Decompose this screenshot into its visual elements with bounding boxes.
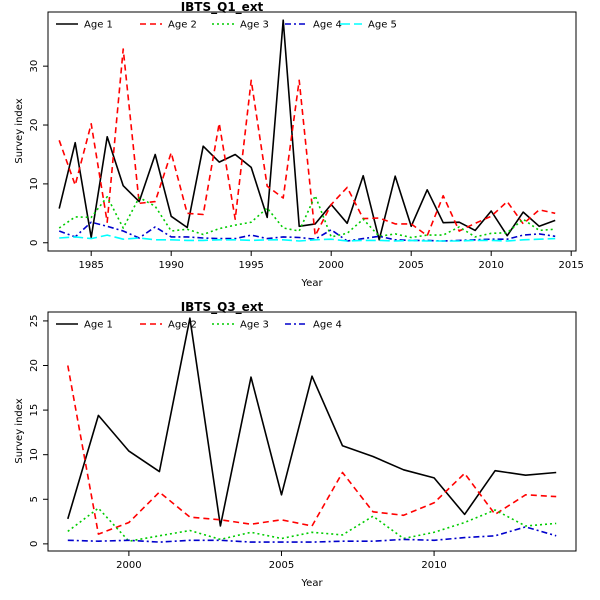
legend-label: Age 1: [84, 320, 113, 331]
y-tick-label: 10: [29, 178, 40, 191]
y-tick-label: 0: [29, 541, 40, 547]
chart-ibts-q1: IBTS_Q1_ext Year Survey index 1985 1990 19…: [14, 0, 584, 289]
series-line-age-3: [58, 194, 556, 239]
legend-label: Age 2: [168, 20, 197, 31]
series-line-age-4: [67, 526, 557, 543]
x-axis-label: Year: [300, 278, 323, 289]
legend-label: Age 1: [84, 20, 113, 31]
y-axis-label: Survey index: [14, 98, 25, 163]
legend-label: Age 3: [240, 320, 269, 331]
y-tick-label: 5: [29, 496, 40, 502]
x-axis-label: Year: [300, 578, 323, 589]
x-tick-label: 1995: [238, 260, 263, 271]
y-tick-label: 25: [29, 315, 40, 328]
legend-label: Age 3: [240, 20, 269, 31]
chart-title: IBTS_Q1_ext: [181, 0, 264, 15]
plot-frame: [47, 311, 577, 552]
y-tick-label: 0: [29, 240, 40, 246]
legend-label: Age 2: [168, 320, 197, 331]
y-axis-label: Survey index: [14, 398, 25, 463]
series-line-age-1: [58, 19, 556, 241]
x-tick-label: 2015: [558, 260, 583, 271]
x-tick-label: 2005: [398, 260, 423, 271]
series-line-age-2: [67, 365, 557, 535]
series-line-age-5: [59, 234, 556, 242]
y-tick-label: 30: [29, 60, 40, 73]
y-tick-label: 20: [29, 359, 40, 372]
y-tick-label: 10: [29, 448, 40, 461]
legend-label: Age 4: [313, 20, 342, 31]
chart-ibts-q3: IBTS_Q3_ext Year Survey index 2000 2005 20…: [14, 300, 577, 589]
legend-label: Age 5: [368, 20, 397, 31]
y-tick-label: 15: [29, 404, 40, 417]
x-tick-label: 1985: [78, 260, 103, 271]
plot-frame: [47, 11, 577, 252]
x-tick-label: 2010: [421, 560, 446, 571]
y-tick-label: 20: [29, 119, 40, 132]
legend-label: Age 4: [313, 320, 342, 331]
x-tick-label: 2010: [478, 260, 503, 271]
x-tick-label: 2000: [116, 560, 141, 571]
series-line-age-3: [67, 507, 557, 543]
x-tick-label: 2000: [318, 260, 343, 271]
series-line-age-2: [58, 48, 556, 237]
x-tick-label: 2005: [269, 560, 294, 571]
x-tick-label: 1990: [158, 260, 183, 271]
chart-title: IBTS_Q3_ext: [181, 300, 264, 315]
series-line-age-1: [67, 317, 557, 527]
